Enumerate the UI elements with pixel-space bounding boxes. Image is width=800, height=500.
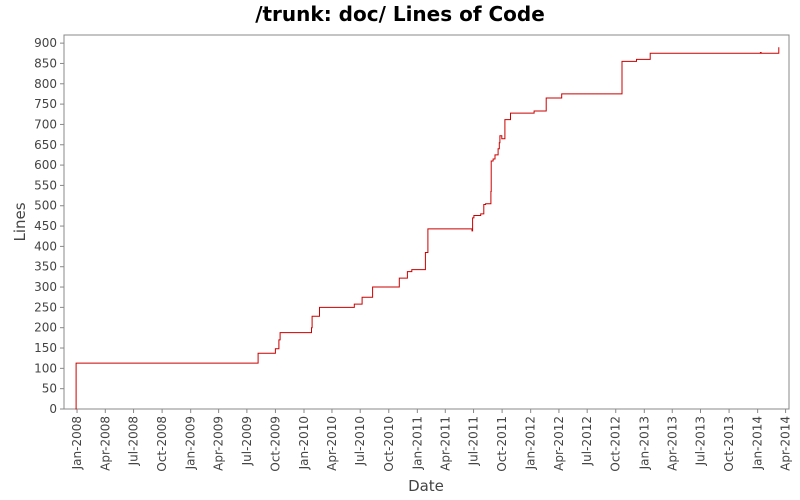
x-tick-label: Apr-2010 <box>325 416 339 471</box>
y-tick-label: 200 <box>34 321 57 335</box>
x-tick-label: Oct-2012 <box>609 416 623 472</box>
y-tick-label: 700 <box>34 117 57 131</box>
x-axis: Jan-2008 Apr-2008 Jul-2008 Oct-2008 Jan-2009… <box>70 409 793 472</box>
x-tick-label: Jul-2012 <box>580 416 594 466</box>
x-axis-title: Date <box>408 477 444 495</box>
plot-area <box>63 34 790 410</box>
x-tick-label: Jan-2011 <box>410 416 424 470</box>
x-tick-label: Apr-2009 <box>212 416 226 471</box>
x-tick-label: Apr-2011 <box>438 416 452 471</box>
y-tick-label: 450 <box>34 219 57 233</box>
y-tick-label: 350 <box>34 260 57 274</box>
y-tick-label: 600 <box>34 158 57 172</box>
x-tick-label: Jan-2008 <box>70 416 84 470</box>
y-tick-label: 100 <box>34 361 57 375</box>
y-tick-label: 800 <box>34 77 57 91</box>
y-tick-label: 150 <box>34 341 57 355</box>
y-tick-label: 750 <box>34 97 57 111</box>
x-tick-label: Jul-2011 <box>467 416 481 466</box>
x-tick-label: Jul-2013 <box>694 416 708 466</box>
x-tick-label: Jan-2009 <box>184 416 198 470</box>
y-tick-label: 300 <box>34 280 57 294</box>
y-tick-label: 550 <box>34 178 57 192</box>
x-tick-label: Oct-2009 <box>268 416 282 472</box>
x-tick-label: Jan-2014 <box>751 416 765 470</box>
x-tick-label: Jul-2008 <box>127 416 141 466</box>
x-tick-label: Oct-2010 <box>382 416 396 472</box>
x-tick-label: Apr-2013 <box>665 416 679 471</box>
x-tick-label: Apr-2012 <box>552 416 566 471</box>
x-tick-label: Jan-2013 <box>637 416 651 470</box>
y-axis-title: Lines <box>11 202 29 241</box>
x-tick-label: Jan-2010 <box>297 416 311 470</box>
chart-title: /trunk: doc/ Lines of Code <box>255 2 545 26</box>
y-tick-label: 500 <box>34 199 57 213</box>
y-tick-label: 400 <box>34 239 57 253</box>
y-axis: 0 50 100 150 200 250 300 350 400 450 500 550 600 650 7… <box>34 36 64 416</box>
x-tick-label: Apr-2014 <box>779 416 793 471</box>
y-tick-label: 50 <box>42 382 57 396</box>
x-tick-label: Oct-2013 <box>722 416 736 472</box>
series-line <box>75 47 780 410</box>
y-tick-label: 850 <box>34 56 57 70</box>
y-tick-label: 0 <box>49 402 57 416</box>
x-tick-label: Oct-2008 <box>155 416 169 472</box>
x-tick-label: Oct-2011 <box>495 416 509 472</box>
y-tick-label: 250 <box>34 300 57 314</box>
y-tick-label: 650 <box>34 138 57 152</box>
y-tick-label: 900 <box>34 36 57 50</box>
x-tick-label: Jul-2009 <box>240 416 254 466</box>
x-tick-label: Jul-2010 <box>353 416 367 466</box>
x-tick-label: Jan-2012 <box>524 416 538 470</box>
x-tick-label: Apr-2008 <box>98 416 112 471</box>
